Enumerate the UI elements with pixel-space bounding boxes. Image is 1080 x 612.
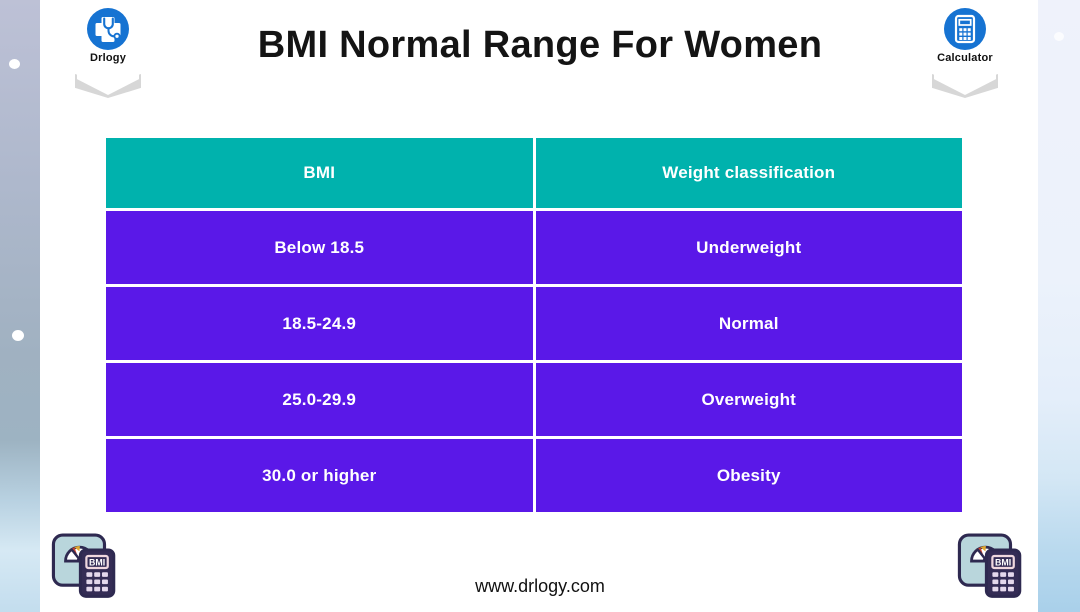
cell-classification: Underweight <box>535 211 962 284</box>
table-header-classification: Weight classification <box>535 138 962 208</box>
background-left-strip <box>0 0 40 612</box>
drlogy-logo-icon <box>87 8 129 50</box>
cell-bmi-range: 30.0 or higher <box>106 439 533 512</box>
bmi-scale-calculator-icon: BMI <box>51 533 116 598</box>
calculator-badge-label: Calculator <box>937 52 993 64</box>
website-url: www.drlogy.com <box>475 576 605 596</box>
svg-text:BMI: BMI <box>995 557 1011 567</box>
cell-classification: Overweight <box>535 363 962 436</box>
background-right-strip <box>1038 0 1080 612</box>
calculator-ribbon: Calculator <box>934 7 996 95</box>
drlogy-badge-label: Drlogy <box>89 52 127 64</box>
cell-classification: Obesity <box>535 439 962 512</box>
decorative-dot <box>1054 32 1064 41</box>
cell-bmi-range: 18.5-24.9 <box>106 287 533 360</box>
calculator-badge: Calculator <box>932 0 998 98</box>
decorative-dot <box>9 59 20 69</box>
cell-bmi-range: 25.0-29.9 <box>106 363 533 436</box>
cell-bmi-range: Below 18.5 <box>106 211 533 284</box>
drlogy-ribbon: Drlogy <box>77 7 139 95</box>
page-title: BMI Normal Range For Women <box>257 24 823 66</box>
bmi-table: BMI Weight classification Below 18.5 Und… <box>106 138 962 512</box>
table-header-bmi: BMI <box>106 138 533 208</box>
cell-classification: Normal <box>535 287 962 360</box>
svg-text:BMI: BMI <box>89 557 105 567</box>
bmi-scale-calculator-icon: BMI <box>957 533 1022 598</box>
calculator-icon <box>944 8 986 50</box>
drlogy-badge: Drlogy <box>75 0 141 98</box>
decorative-dot <box>12 330 24 341</box>
